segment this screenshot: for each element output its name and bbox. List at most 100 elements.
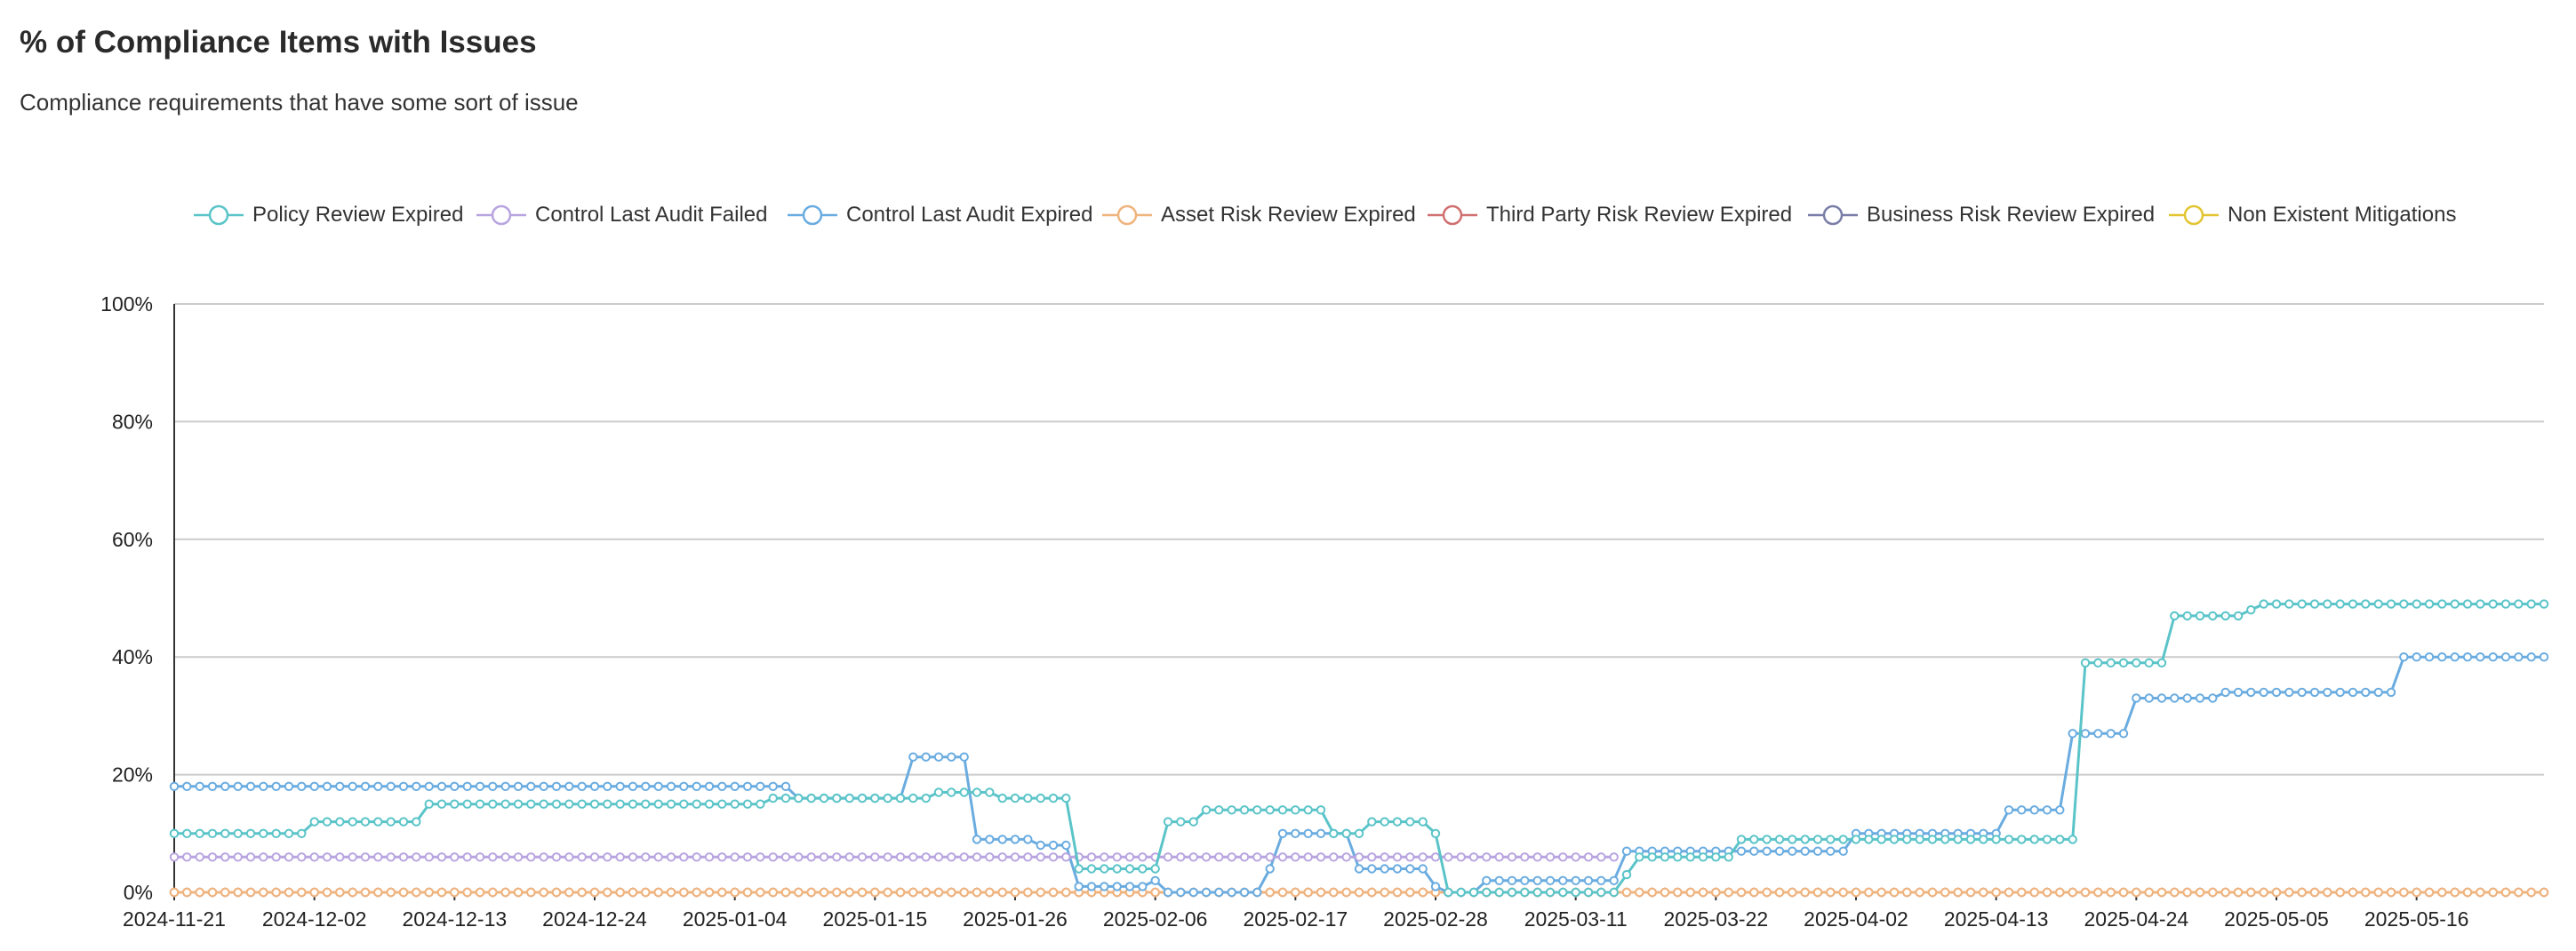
data-point <box>1558 852 1568 862</box>
data-point <box>1800 846 1810 856</box>
legend-item-policy-review-expired[interactable]: Policy Review Expired <box>194 197 463 233</box>
y-tick-label: 40% <box>112 645 153 668</box>
data-point <box>233 828 243 838</box>
y-tick-label: 20% <box>112 763 153 787</box>
data-point <box>1265 852 1275 862</box>
data-point <box>2309 687 2320 698</box>
data-point <box>2539 599 2549 609</box>
data-point <box>947 852 956 862</box>
data-point <box>450 852 460 862</box>
data-point <box>908 852 918 862</box>
data-point <box>398 781 409 791</box>
legend-item-third-party-risk-review-expired[interactable]: Third Party Risk Review Expired <box>1428 197 1792 233</box>
data-point <box>335 887 345 898</box>
data-point <box>551 852 562 862</box>
data-point <box>539 852 548 862</box>
data-point <box>1112 864 1122 874</box>
data-point <box>360 781 371 791</box>
data-point <box>2309 599 2320 609</box>
data-point <box>2412 652 2421 662</box>
data-point <box>1482 852 1492 862</box>
data-point <box>692 852 701 862</box>
data-point <box>1545 852 1556 862</box>
data-point <box>1826 835 1836 844</box>
data-point <box>2055 805 2065 815</box>
x-tick-label: 2025-04-02 <box>1804 907 1908 931</box>
data-point <box>1112 852 1122 862</box>
data-point <box>2246 887 2256 898</box>
data-point <box>1086 852 1097 862</box>
data-point <box>1392 887 1403 898</box>
data-point <box>2068 729 2077 739</box>
legend-item-business-risk-review-expired[interactable]: Business Risk Review Expired <box>1808 197 2155 233</box>
data-point <box>628 781 638 791</box>
data-point <box>2539 887 2549 898</box>
legend-item-control-last-audit-failed[interactable]: Control Last Audit Failed <box>476 197 767 233</box>
data-point <box>1163 887 1173 898</box>
data-point <box>780 887 791 898</box>
data-point <box>551 799 562 809</box>
legend-item-asset-risk-review-expired[interactable]: Asset Risk Review Expired <box>1102 197 1416 233</box>
data-point <box>513 852 524 862</box>
data-point <box>1227 805 1236 815</box>
data-point <box>947 752 956 762</box>
data-point <box>603 852 612 862</box>
data-point <box>742 781 753 791</box>
data-point <box>1239 852 1250 862</box>
data-point <box>2144 693 2154 703</box>
data-point <box>271 828 281 838</box>
data-point <box>564 781 574 791</box>
data-point <box>1647 852 1657 862</box>
data-point <box>1036 840 1045 851</box>
data-point <box>2424 599 2435 609</box>
data-point <box>1329 852 1339 862</box>
data-point <box>615 852 625 862</box>
data-point <box>768 887 778 898</box>
legend-item-control-last-audit-expired[interactable]: Control Last Audit Expired <box>788 197 1093 233</box>
data-point <box>169 781 180 791</box>
data-point <box>1316 887 1326 898</box>
data-point <box>1341 852 1351 862</box>
data-point <box>424 781 434 791</box>
data-point <box>997 793 1007 803</box>
data-point <box>1036 793 1045 803</box>
data-point <box>1265 805 1275 815</box>
data-point <box>1367 887 1377 898</box>
series-lines <box>169 599 2549 898</box>
data-point <box>2055 835 2065 844</box>
data-point <box>488 781 498 791</box>
data-point <box>692 887 701 898</box>
data-point <box>780 781 791 791</box>
data-point <box>972 787 982 797</box>
data-point <box>2182 611 2192 621</box>
data-point <box>1724 887 1733 898</box>
data-point <box>2450 887 2460 898</box>
data-point <box>1163 817 1173 827</box>
data-point <box>1176 817 1186 827</box>
data-point <box>488 887 498 898</box>
data-point <box>488 852 498 862</box>
data-point <box>641 852 651 862</box>
data-point <box>1010 852 1020 862</box>
data-point <box>2208 611 2218 621</box>
data-point <box>756 887 765 898</box>
data-point <box>1061 852 1071 862</box>
data-point <box>1468 852 1479 862</box>
data-point <box>717 887 727 898</box>
data-point <box>450 887 460 898</box>
data-point <box>883 793 892 803</box>
data-point <box>2450 599 2460 609</box>
data-point <box>309 817 319 827</box>
data-point <box>1673 852 1683 862</box>
data-point <box>2348 599 2358 609</box>
data-point <box>233 852 243 862</box>
data-point <box>844 852 854 862</box>
data-point <box>2335 687 2345 698</box>
data-point <box>577 852 587 862</box>
series-policy-review-expired <box>169 599 2549 898</box>
data-point <box>1673 887 1683 898</box>
data-point <box>2488 652 2498 662</box>
data-point <box>653 781 663 791</box>
data-point <box>895 852 906 862</box>
legend-item-non-existent-mitigations[interactable]: Non Existent Mitigations <box>2169 197 2456 233</box>
